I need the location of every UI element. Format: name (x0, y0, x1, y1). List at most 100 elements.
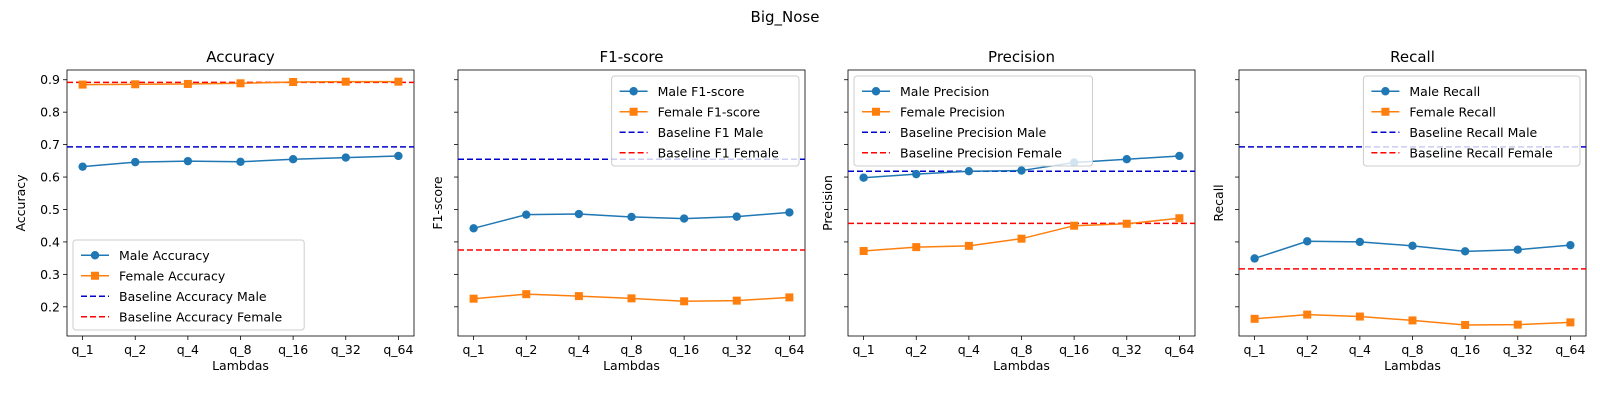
x-axis-label: Lambdas (212, 358, 269, 373)
data-point (131, 157, 140, 167)
data-point (574, 209, 584, 219)
legend-item: Baseline F1 Male (619, 125, 764, 140)
data-point (1303, 310, 1312, 319)
legend-label: Baseline Precision Male (900, 125, 1047, 140)
legend-label: Female Recall (1409, 104, 1495, 119)
data-point (1408, 241, 1417, 251)
data-point (964, 241, 973, 250)
legend-swatch-marker (629, 107, 638, 116)
legend-label: Baseline F1 Male (658, 125, 764, 140)
data-point (912, 243, 921, 252)
data-point (1513, 320, 1522, 329)
chart-title: Precision (988, 48, 1055, 66)
x-tick-label: q_64 (1555, 342, 1585, 357)
legend-item: Female Accuracy (81, 268, 226, 283)
data-point (1566, 240, 1575, 250)
legend: Male Precision Female Precision Baseline P… (853, 75, 1093, 167)
data-point (1355, 312, 1364, 321)
data-point (1122, 155, 1131, 164)
legend-item: Baseline Accuracy Female (81, 309, 283, 324)
data-point (341, 77, 350, 86)
legend-swatch-marker (872, 107, 880, 116)
data-point (78, 162, 87, 171)
legend-swatch-marker (91, 271, 99, 280)
x-tick-label: q_32 (331, 342, 361, 357)
legend-item: Baseline Accuracy Male (81, 289, 267, 304)
x-tick-label: q_1 (1244, 342, 1266, 357)
legend-swatch-marker (871, 87, 881, 96)
data-point (469, 294, 478, 303)
data-point (1460, 247, 1470, 256)
data-point (1303, 237, 1312, 246)
y-axis-label: Recall (1211, 184, 1226, 221)
y-axis-label: Precision (820, 175, 835, 231)
data-point (78, 80, 87, 89)
data-point (1355, 237, 1365, 247)
data-point (1566, 318, 1575, 327)
legend-label: Female F1-score (658, 104, 761, 119)
x-tick-label: q_1 (72, 342, 94, 357)
legend-label: Female Precision (900, 104, 1005, 119)
x-tick-label: q_4 (568, 342, 590, 357)
data-point (469, 224, 478, 233)
legend: Male F1-score Female F1-score Baseline F1 … (611, 75, 800, 167)
data-point (236, 157, 245, 167)
x-tick-label: q_16 (669, 342, 699, 357)
y-tick-label: 0.8 (40, 105, 60, 120)
data-point (732, 296, 741, 305)
y-tick-label: 0.4 (40, 234, 60, 249)
x-tick-label: q_8 (1010, 342, 1032, 357)
data-point (183, 156, 193, 166)
chart-title: Recall (1390, 48, 1435, 66)
data-point (1175, 151, 1184, 161)
x-tick-label: q_8 (229, 342, 251, 357)
chart-title: F1-score (600, 48, 664, 66)
chart-panel-2: F1-score q_1 q_2 q_4 q_8 q_16 q_32 q_64 Lambdas F… (430, 48, 806, 373)
data-point (912, 169, 921, 179)
legend: Male Recall Female Recall Baseline Recall … (1362, 75, 1581, 167)
legend-label: Male F1-score (658, 84, 745, 99)
data-point (1408, 316, 1417, 325)
data-point (627, 294, 636, 303)
data-point (785, 293, 794, 302)
legend-item: Male Accuracy (81, 248, 210, 263)
x-tick-label: q_4 (1349, 342, 1371, 357)
y-tick-label: 0.5 (40, 202, 60, 217)
legend-label: Male Precision (900, 84, 989, 99)
data-point (522, 210, 531, 219)
legend-label: Baseline Accuracy Male (119, 289, 267, 304)
legend-label: Baseline F1 Female (658, 145, 780, 160)
x-tick-label: q_2 (1296, 342, 1318, 357)
legend-swatch-marker (629, 87, 638, 96)
data-point (680, 297, 689, 306)
legend-label: Baseline Recall Male (1409, 125, 1537, 140)
data-point (1461, 320, 1470, 329)
x-tick-label: q_2 (515, 342, 537, 357)
x-tick-label: q_4 (958, 342, 980, 357)
data-point (627, 212, 636, 222)
data-point (859, 173, 868, 182)
y-axis-label: F1-score (430, 176, 445, 230)
y-tick-label: 0.3 (40, 267, 60, 282)
y-axis-label: Accuracy (13, 174, 28, 232)
data-point (574, 292, 583, 301)
legend-box (72, 239, 305, 331)
data-point (236, 79, 245, 88)
legend-box (611, 75, 800, 167)
x-tick-label: q_1 (853, 342, 875, 357)
legend-item: Baseline Recall Male (1371, 125, 1538, 140)
figure-suptitle: Big_Nose (751, 8, 820, 27)
x-tick-label: q_2 (905, 342, 927, 357)
y-tick-label: 0.7 (40, 137, 60, 152)
x-tick-label: q_64 (383, 342, 413, 357)
legend-item: Female Recall (1371, 104, 1496, 119)
x-tick-label: q_2 (124, 342, 146, 357)
x-axis-label: Lambdas (1384, 358, 1441, 373)
data-point (732, 212, 741, 221)
y-tick-label: 0.6 (40, 170, 60, 185)
x-tick-label: q_32 (1503, 342, 1533, 357)
x-tick-label: q_16 (1450, 342, 1480, 357)
legend-item: Male F1-score (619, 84, 745, 99)
data-point (394, 77, 403, 86)
chart-panel-1: Accuracy q_1 q_2 q_4 q_8 q_16 q_32 q_64 Lambdas 0… (13, 48, 415, 373)
